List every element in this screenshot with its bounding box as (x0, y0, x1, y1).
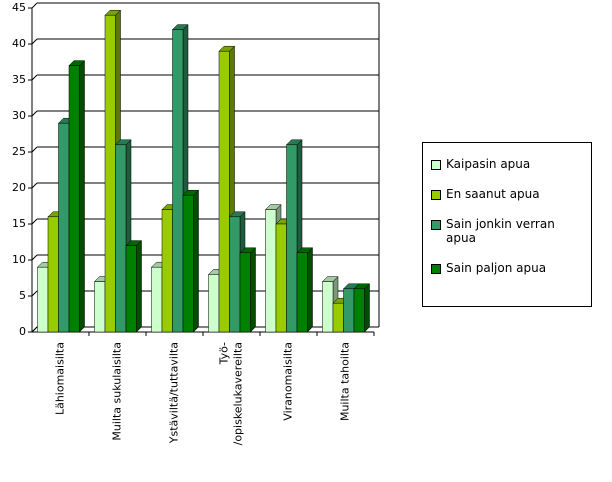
grid-diag (31, 182, 38, 189)
legend-swatch (431, 264, 441, 274)
grid-diag (31, 110, 38, 117)
legend-swatch (431, 220, 441, 230)
grid-diag (31, 74, 38, 81)
y-tick-label: 20 (12, 181, 26, 194)
bar (218, 50, 230, 333)
x-tick-label: Lähiomaisilta (54, 342, 67, 415)
bar (229, 216, 241, 333)
x-tick-label: Muilta sukulaisilta (111, 342, 124, 441)
y-tick-label: 45 (12, 1, 26, 14)
grid-diag (31, 146, 38, 153)
legend-label: En saanut apua (446, 187, 540, 201)
bar (68, 65, 80, 333)
bar (265, 209, 277, 333)
bar-side (250, 247, 256, 333)
grid-diag (31, 38, 38, 45)
bar (208, 274, 220, 333)
legend-label: Kaipasin apua (446, 157, 531, 171)
bar (161, 209, 173, 333)
y-tick-label: 5 (19, 289, 26, 302)
bar (115, 144, 127, 333)
legend-item: Sain paljon apua (431, 261, 585, 275)
y-tick-label: 40 (12, 37, 26, 50)
legend: Kaipasin apua En saanut apua Sain jonkin v… (422, 142, 592, 307)
grid-diag (31, 290, 38, 297)
x-tick-label: Ystäviltä/tuttavilta (168, 342, 181, 444)
bar (332, 302, 344, 333)
bar (151, 266, 163, 333)
y-tick-label: 30 (12, 109, 26, 122)
y-tick-label: 15 (12, 217, 26, 230)
grid-diag (31, 2, 38, 9)
bar (125, 245, 137, 333)
bar (353, 288, 365, 333)
bar (275, 223, 287, 333)
bar (182, 194, 194, 333)
legend-item: En saanut apua (431, 187, 585, 201)
bar-side (193, 189, 199, 333)
bar (94, 281, 106, 333)
bar (104, 14, 116, 333)
y-tick-label: 0 (19, 325, 26, 338)
y-tick-label: 25 (12, 145, 26, 158)
bar-side (364, 283, 370, 333)
x-tick-label: Viranomaisilta (282, 342, 295, 421)
bar (343, 288, 355, 333)
legend-swatch (431, 190, 441, 200)
grid-diag (31, 254, 38, 261)
legend-item: Kaipasin apua (431, 157, 585, 171)
bar (37, 266, 49, 333)
legend-label: Sain paljon apua (446, 261, 547, 275)
y-tick-label: 10 (12, 253, 26, 266)
bar (239, 252, 251, 333)
legend-item: Sain jonkin verran apua (431, 217, 585, 245)
legend-swatch (431, 160, 441, 170)
legend-label: Sain jonkin verran apua (446, 217, 555, 245)
grid-diag (31, 218, 38, 225)
bar (286, 144, 298, 333)
x-tick-label: Työ-/opiskelukavereilta (218, 342, 245, 445)
bar (47, 216, 59, 333)
bar (322, 281, 334, 333)
grid-diag (31, 326, 38, 333)
bar (296, 252, 308, 333)
bar-side (136, 239, 142, 333)
bar (58, 122, 70, 333)
bar-side (79, 59, 85, 333)
bar (172, 29, 184, 333)
y-tick-label: 35 (12, 73, 26, 86)
x-tick-label: Muilta tahoilta (339, 342, 352, 421)
bar-side (307, 247, 313, 333)
